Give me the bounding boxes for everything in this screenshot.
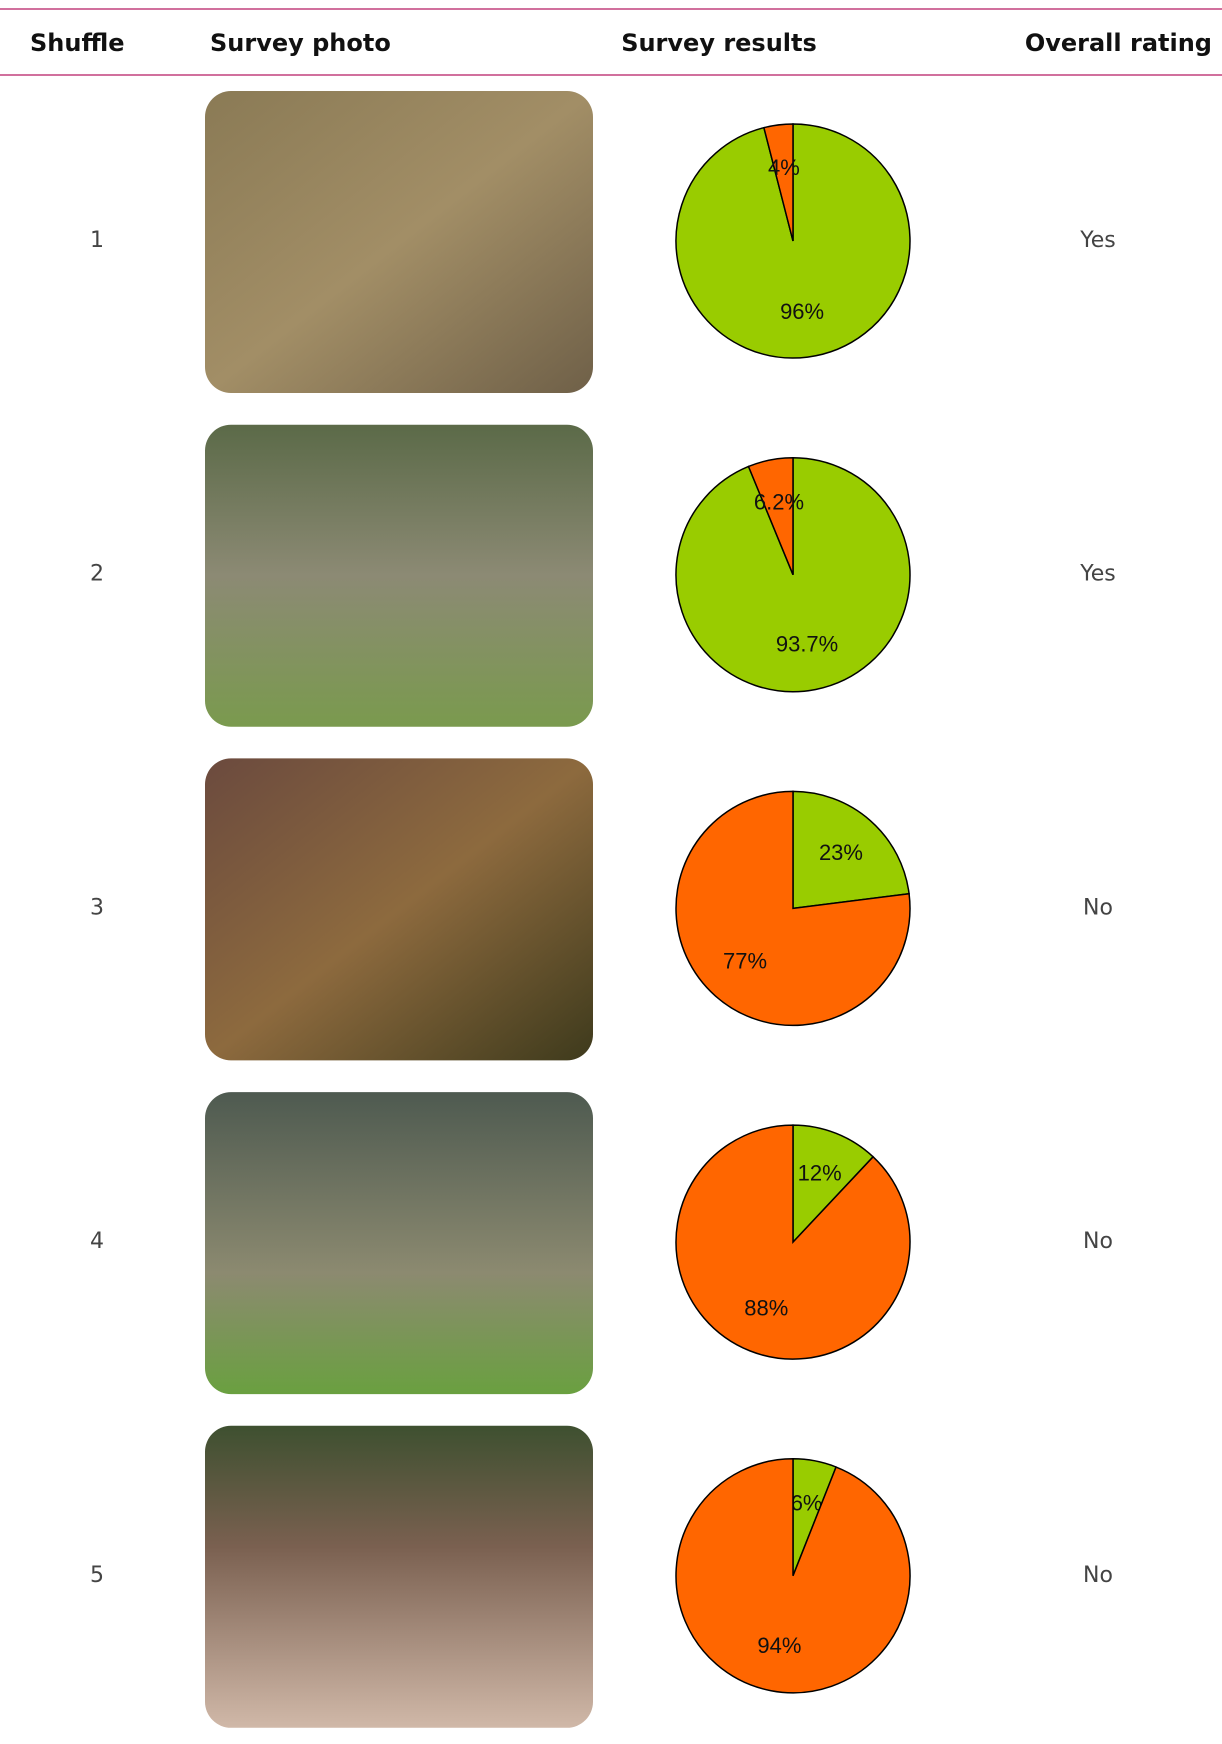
pie-label: 12% [798, 1160, 842, 1185]
survey-photo [205, 91, 593, 393]
shuffle-number: 1 [90, 228, 104, 253]
survey-photo [205, 758, 593, 1061]
pie-slice [792, 1124, 875, 1244]
pie-label: 6.2% [754, 489, 804, 514]
pie-slice [792, 790, 910, 910]
rating: Yes [1079, 562, 1116, 587]
rating: Yes [1079, 228, 1116, 253]
rating: No [1083, 1229, 1113, 1254]
pie-label: 96% [780, 299, 824, 324]
pie-label: 88% [744, 1295, 788, 1320]
column-header: Survey photo [210, 29, 391, 57]
shuffle-number: 2 [90, 562, 104, 587]
column-header: Shuffle [30, 29, 125, 57]
pie-slice [762, 123, 794, 242]
rating: No [1083, 895, 1113, 920]
shuffle-number: 5 [90, 1563, 104, 1588]
pie-label: 94% [757, 1633, 801, 1658]
pie-label: 23% [819, 840, 863, 865]
shuffle-number: 4 [90, 1229, 104, 1254]
survey-photo [205, 1092, 593, 1395]
pie-label: 77% [723, 949, 767, 974]
pie-slice [675, 1124, 911, 1360]
pie-label: 4% [768, 155, 800, 180]
rating: No [1083, 1563, 1113, 1588]
pie-slice [675, 1458, 911, 1694]
column-header: Survey results [621, 29, 817, 57]
pie-slice [675, 790, 911, 1027]
pie-slice [747, 456, 794, 575]
pie-label: 6% [791, 1490, 823, 1515]
column-header: Overall rating [1025, 29, 1212, 57]
survey-photo [205, 1425, 593, 1728]
survey-photo [205, 424, 593, 727]
shuffle-number: 3 [90, 895, 104, 920]
pie-label: 93.7% [776, 632, 838, 657]
